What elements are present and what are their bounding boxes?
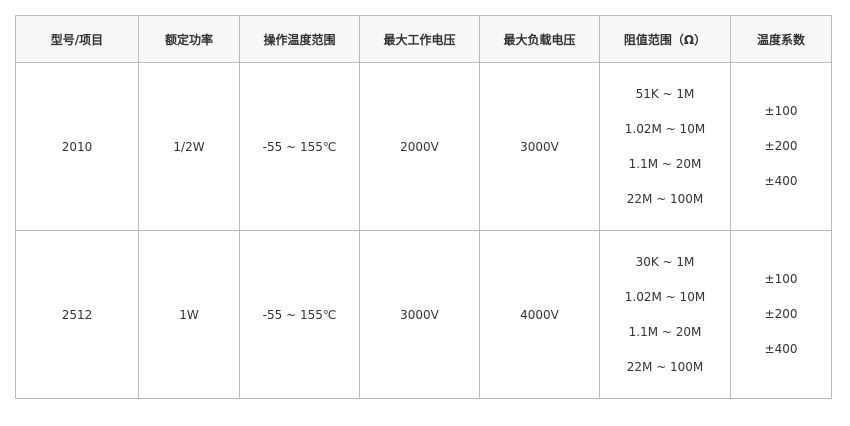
header-tcr: 温度系数 [730,15,832,63]
cell-resistance: 30K ~ 1M 1.02M ~ 10M 1.1M ~ 20M 22M ~ 10… [599,230,731,399]
cell-max-load-voltage: 4000V [479,230,600,399]
tcr-value: ±100 [764,104,798,118]
header-temp-range: 操作温度范围 [239,15,360,63]
resistance-range: 51K ~ 1M [635,86,695,101]
resistance-range: 22M ~ 100M [626,359,704,374]
cell-temp-range: -55 ~ 155℃ [239,62,360,231]
cell-resistance: 51K ~ 1M 1.02M ~ 10M 1.1M ~ 20M 22M ~ 10… [599,62,731,231]
cell-temp-range: -55 ~ 155℃ [239,230,360,399]
header-max-work-voltage: 最大工作电压 [359,15,480,63]
tcr-value: ±200 [764,307,798,321]
cell-power: 1W [138,230,240,399]
cell-tcr: ±100 ±200 ±400 [730,230,832,399]
cell-model: 2010 [15,62,139,231]
header-row: 型号/项目 额定功率 操作温度范围 最大工作电压 最大负载电压 阻值范围（Ω） … [15,15,832,63]
resistance-range: 1.1M ~ 20M [628,324,702,339]
tcr-value: ±100 [764,272,798,286]
header-model: 型号/项目 [15,15,139,63]
resistance-range: 22M ~ 100M [626,191,704,206]
header-max-load-voltage: 最大负载电压 [479,15,600,63]
tcr-value: ±200 [764,139,798,153]
cell-model: 2512 [15,230,139,399]
cell-max-work-voltage: 3000V [359,230,480,399]
table-row: 2010 1/2W -55 ~ 155℃ 2000V 3000V 51K ~ 1… [15,62,832,231]
resistance-range: 1.02M ~ 10M [624,289,706,304]
cell-tcr: ±100 ±200 ±400 [730,62,832,231]
resistance-range: 1.02M ~ 10M [624,121,706,136]
spec-table: 型号/项目 额定功率 操作温度范围 最大工作电压 最大负载电压 阻值范围（Ω） … [15,15,832,399]
cell-max-work-voltage: 2000V [359,62,480,231]
resistance-range: 30K ~ 1M [635,254,695,269]
table-row: 2512 1W -55 ~ 155℃ 3000V 4000V 30K ~ 1M … [15,230,832,399]
header-power: 额定功率 [138,15,240,63]
cell-power: 1/2W [138,62,240,231]
cell-max-load-voltage: 3000V [479,62,600,231]
tcr-value: ±400 [764,174,798,188]
resistance-range: 1.1M ~ 20M [628,156,702,171]
tcr-value: ±400 [764,342,798,356]
header-resistance: 阻值范围（Ω） [599,15,731,63]
